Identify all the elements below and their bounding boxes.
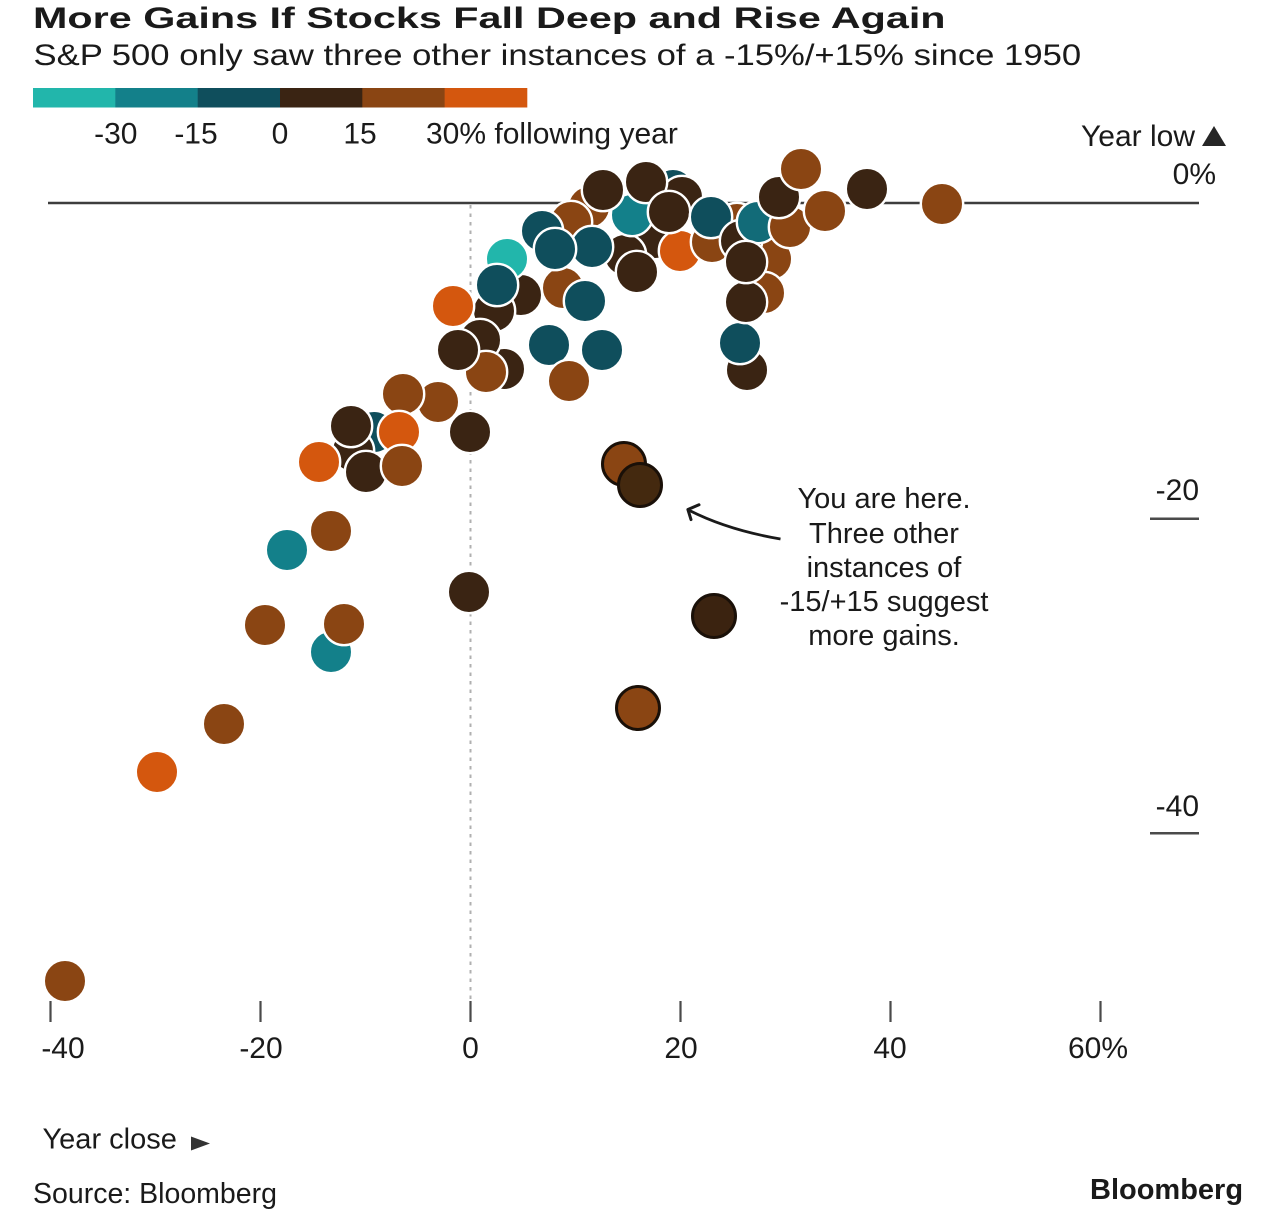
svg-text:0: 0 [272, 118, 289, 151]
svg-text:Three other: Three other [809, 518, 959, 550]
svg-text:15: 15 [343, 118, 376, 151]
svg-text:-15/+15 suggest: -15/+15 suggest [780, 586, 989, 618]
svg-text:instances of: instances of [807, 552, 963, 584]
svg-text:-40: -40 [1156, 790, 1199, 823]
svg-text:-20: -20 [239, 1032, 282, 1065]
svg-text:more gains.: more gains. [808, 620, 960, 652]
svg-text:0: 0 [462, 1032, 479, 1065]
svg-text:You are here.: You are here. [797, 483, 970, 515]
svg-text:-15: -15 [174, 118, 217, 151]
svg-text:40: 40 [873, 1032, 906, 1065]
svg-text:Year low: Year low [1081, 120, 1195, 153]
svg-text:Bloomberg: Bloomberg [1090, 1174, 1243, 1206]
svg-text:-30: -30 [94, 118, 137, 151]
svg-text:-40: -40 [41, 1032, 84, 1065]
svg-text:S&P 500 only saw three other i: S&P 500 only saw three other instances o… [34, 38, 1082, 71]
svg-text:Year close: Year close [43, 1124, 177, 1156]
svg-text:60%: 60% [1068, 1032, 1128, 1065]
svg-text:0%: 0% [1173, 158, 1216, 191]
svg-text:30% following year: 30% following year [426, 118, 678, 151]
svg-text:20: 20 [664, 1032, 697, 1065]
svg-text:-20: -20 [1156, 474, 1199, 507]
svg-text:More Gains If Stocks Fall Deep: More Gains If Stocks Fall Deep and Rise … [33, 1, 946, 35]
svg-text:Source: Bloomberg: Source: Bloomberg [33, 1178, 277, 1210]
